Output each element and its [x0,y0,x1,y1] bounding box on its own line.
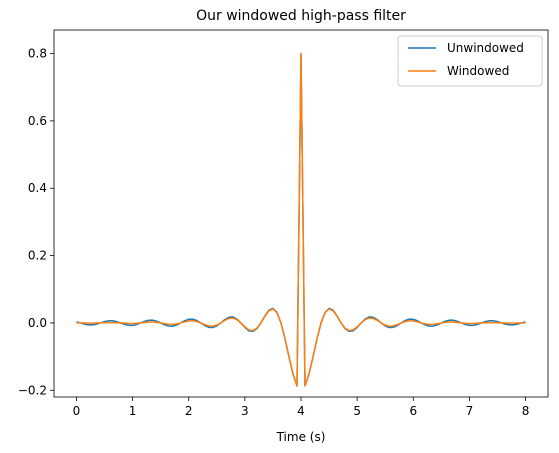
y-tick-label: 0.4 [28,181,47,195]
y-tick-label: 0.8 [28,47,47,61]
x-tick-label: 7 [466,404,474,418]
x-tick-label: 0 [73,404,81,418]
x-tick-label: 6 [409,404,417,418]
x-tick-label: 2 [185,404,193,418]
y-tick-label: 0.2 [28,249,47,263]
x-tick-label: 5 [353,404,361,418]
legend-label-windowed: Windowed [447,64,509,78]
y-tick-label: 0.6 [28,114,47,128]
chart-title: Our windowed high-pass filter [196,8,406,24]
x-axis: 0 1 2 3 4 5 6 7 8 [73,397,530,418]
x-tick-label: 3 [241,404,249,418]
legend: Unwindowed Windowed [397,35,543,87]
y-tick-label: −0.2 [18,383,47,397]
x-tick-label: 4 [297,404,305,418]
x-axis-label: Time (s) [276,430,326,444]
y-tick-label: 0.0 [28,316,47,330]
x-tick-label: 8 [522,404,530,418]
y-axis: −0.2 0.0 0.2 0.4 0.6 0.8 [18,47,54,397]
legend-label-unwindowed: Unwindowed [447,41,524,55]
series-layer [76,52,526,387]
x-tick-label: 1 [129,404,137,418]
series-line-windowed [76,52,526,387]
